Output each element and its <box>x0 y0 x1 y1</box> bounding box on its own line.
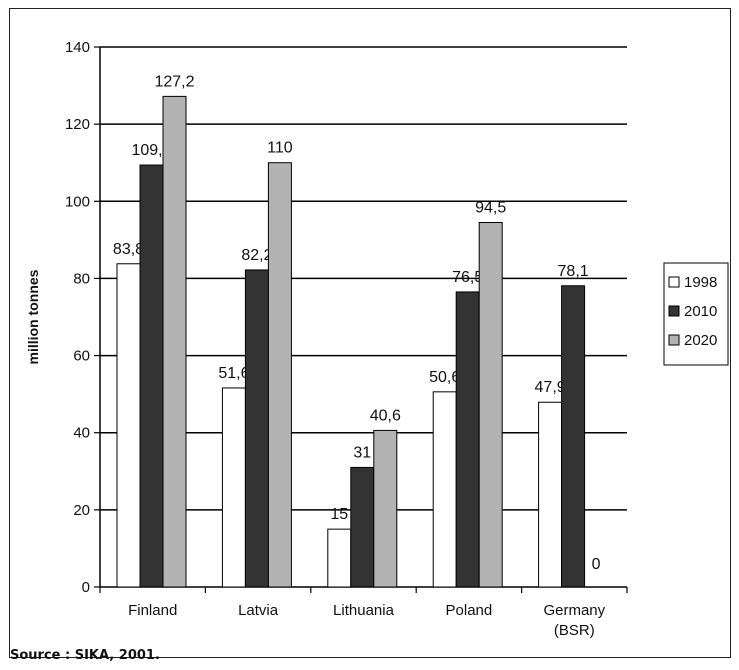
y-tick-label: 100 <box>65 193 90 210</box>
bar-2010-2 <box>350 466 375 588</box>
category-label: Finland <box>128 602 177 619</box>
category-label: Lithuania <box>333 602 395 619</box>
category-label: Latvia <box>238 602 279 619</box>
bar-1998-3 <box>432 391 457 588</box>
y-tick-label: 120 <box>65 116 90 133</box>
y-tick-label: 60 <box>73 348 90 365</box>
bar-2010-3 <box>455 291 480 588</box>
data-label: 94,5 <box>475 200 506 217</box>
legend-swatch-2020 <box>668 334 680 346</box>
data-label: 51,6 <box>218 365 249 382</box>
bar-2020-2 <box>373 429 398 588</box>
data-label: 50,6 <box>429 369 460 386</box>
y-tick-label: 140 <box>65 39 90 56</box>
category-label: (BSR) <box>554 622 595 639</box>
bar-1998-1 <box>221 387 246 588</box>
data-label: 47,9 <box>535 379 566 396</box>
y-tick-label: 80 <box>73 270 90 287</box>
data-label: 15 <box>330 506 348 523</box>
data-label: 31 <box>353 444 371 461</box>
bar-2010-1 <box>244 269 269 588</box>
category-label: Germany <box>543 602 605 619</box>
bar-2020-0 <box>162 95 187 588</box>
legend-swatch-2010 <box>668 305 680 317</box>
y-tick-label: 20 <box>73 502 90 519</box>
data-label: 0 <box>592 556 601 573</box>
bar-2010-4 <box>561 285 586 588</box>
y-tick-label: 0 <box>82 579 90 596</box>
bar-2020-1 <box>267 162 292 588</box>
chart-frame <box>9 8 731 658</box>
legend-label-1998: 1998 <box>684 274 717 291</box>
y-axis-title: million tonnes <box>25 269 41 364</box>
bar-1998-0 <box>116 263 141 588</box>
category-label: Poland <box>446 602 493 619</box>
bar-1998-4 <box>538 401 563 588</box>
data-label: 109,4 <box>131 142 171 159</box>
y-tick-label: 40 <box>73 425 90 442</box>
data-label: 110 <box>267 140 293 157</box>
data-label: 83,8 <box>113 241 144 258</box>
data-label: 82,2 <box>241 247 272 264</box>
data-label: 78,1 <box>558 263 589 280</box>
legend-label-2020: 2020 <box>684 332 717 349</box>
legend-label-2010: 2010 <box>684 303 717 320</box>
source-note: Source : SIKA, 2001. <box>10 648 160 663</box>
bar-2020-3 <box>478 222 503 588</box>
bar-2010-0 <box>139 164 164 588</box>
data-label: 76,5 <box>452 269 483 286</box>
legend-swatch-1998 <box>668 276 680 288</box>
bar-1998-2 <box>327 528 352 588</box>
data-label: 40,6 <box>370 407 401 424</box>
data-label: 127,2 <box>154 73 194 90</box>
